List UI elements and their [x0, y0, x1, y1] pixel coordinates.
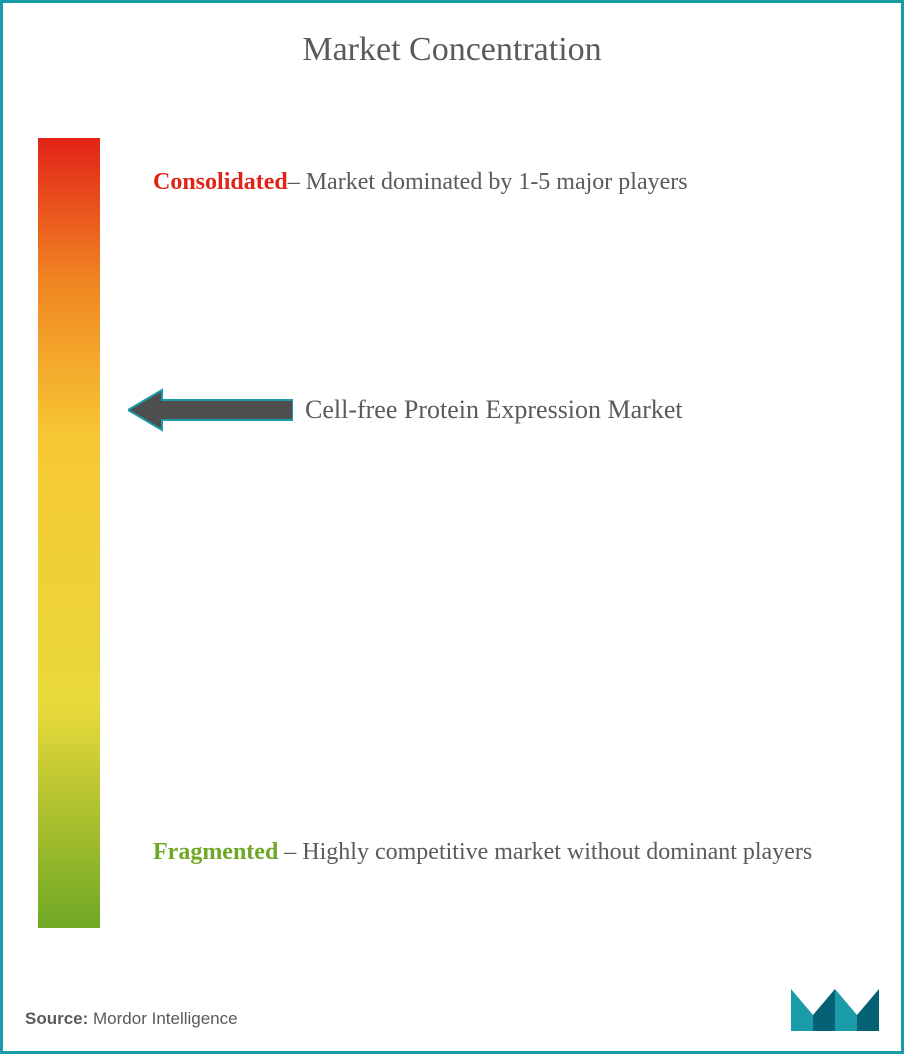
consolidated-description: Consolidated– Market dominated by 1-5 ma…	[153, 156, 856, 209]
chart-title: Market Concentration	[3, 3, 901, 69]
market-name-label: Cell-free Protein Expression Market	[305, 395, 683, 425]
source-name: Mordor Intelligence	[88, 1009, 237, 1028]
fragmented-text: – Highly competitive market without domi…	[278, 839, 812, 865]
market-pointer: Cell-free Protein Expression Market	[128, 388, 683, 432]
consolidated-text: – Market dominated by 1-5 major players	[288, 169, 688, 195]
consolidated-label: Consolidated	[153, 169, 288, 195]
source-attribution: Source: Mordor Intelligence	[25, 1009, 238, 1029]
mordor-logo-icon	[787, 973, 883, 1039]
source-label: Source:	[25, 1009, 88, 1028]
infographic-container: Market Concentration Consolidated– Marke…	[0, 0, 904, 1054]
fragmented-description: Fragmented – Highly competitive market w…	[153, 826, 856, 879]
arrow-left-icon	[128, 388, 293, 432]
content-area: Consolidated– Market dominated by 1-5 ma…	[38, 138, 866, 951]
fragmented-label: Fragmented	[153, 839, 278, 865]
concentration-gradient-bar	[38, 138, 100, 928]
